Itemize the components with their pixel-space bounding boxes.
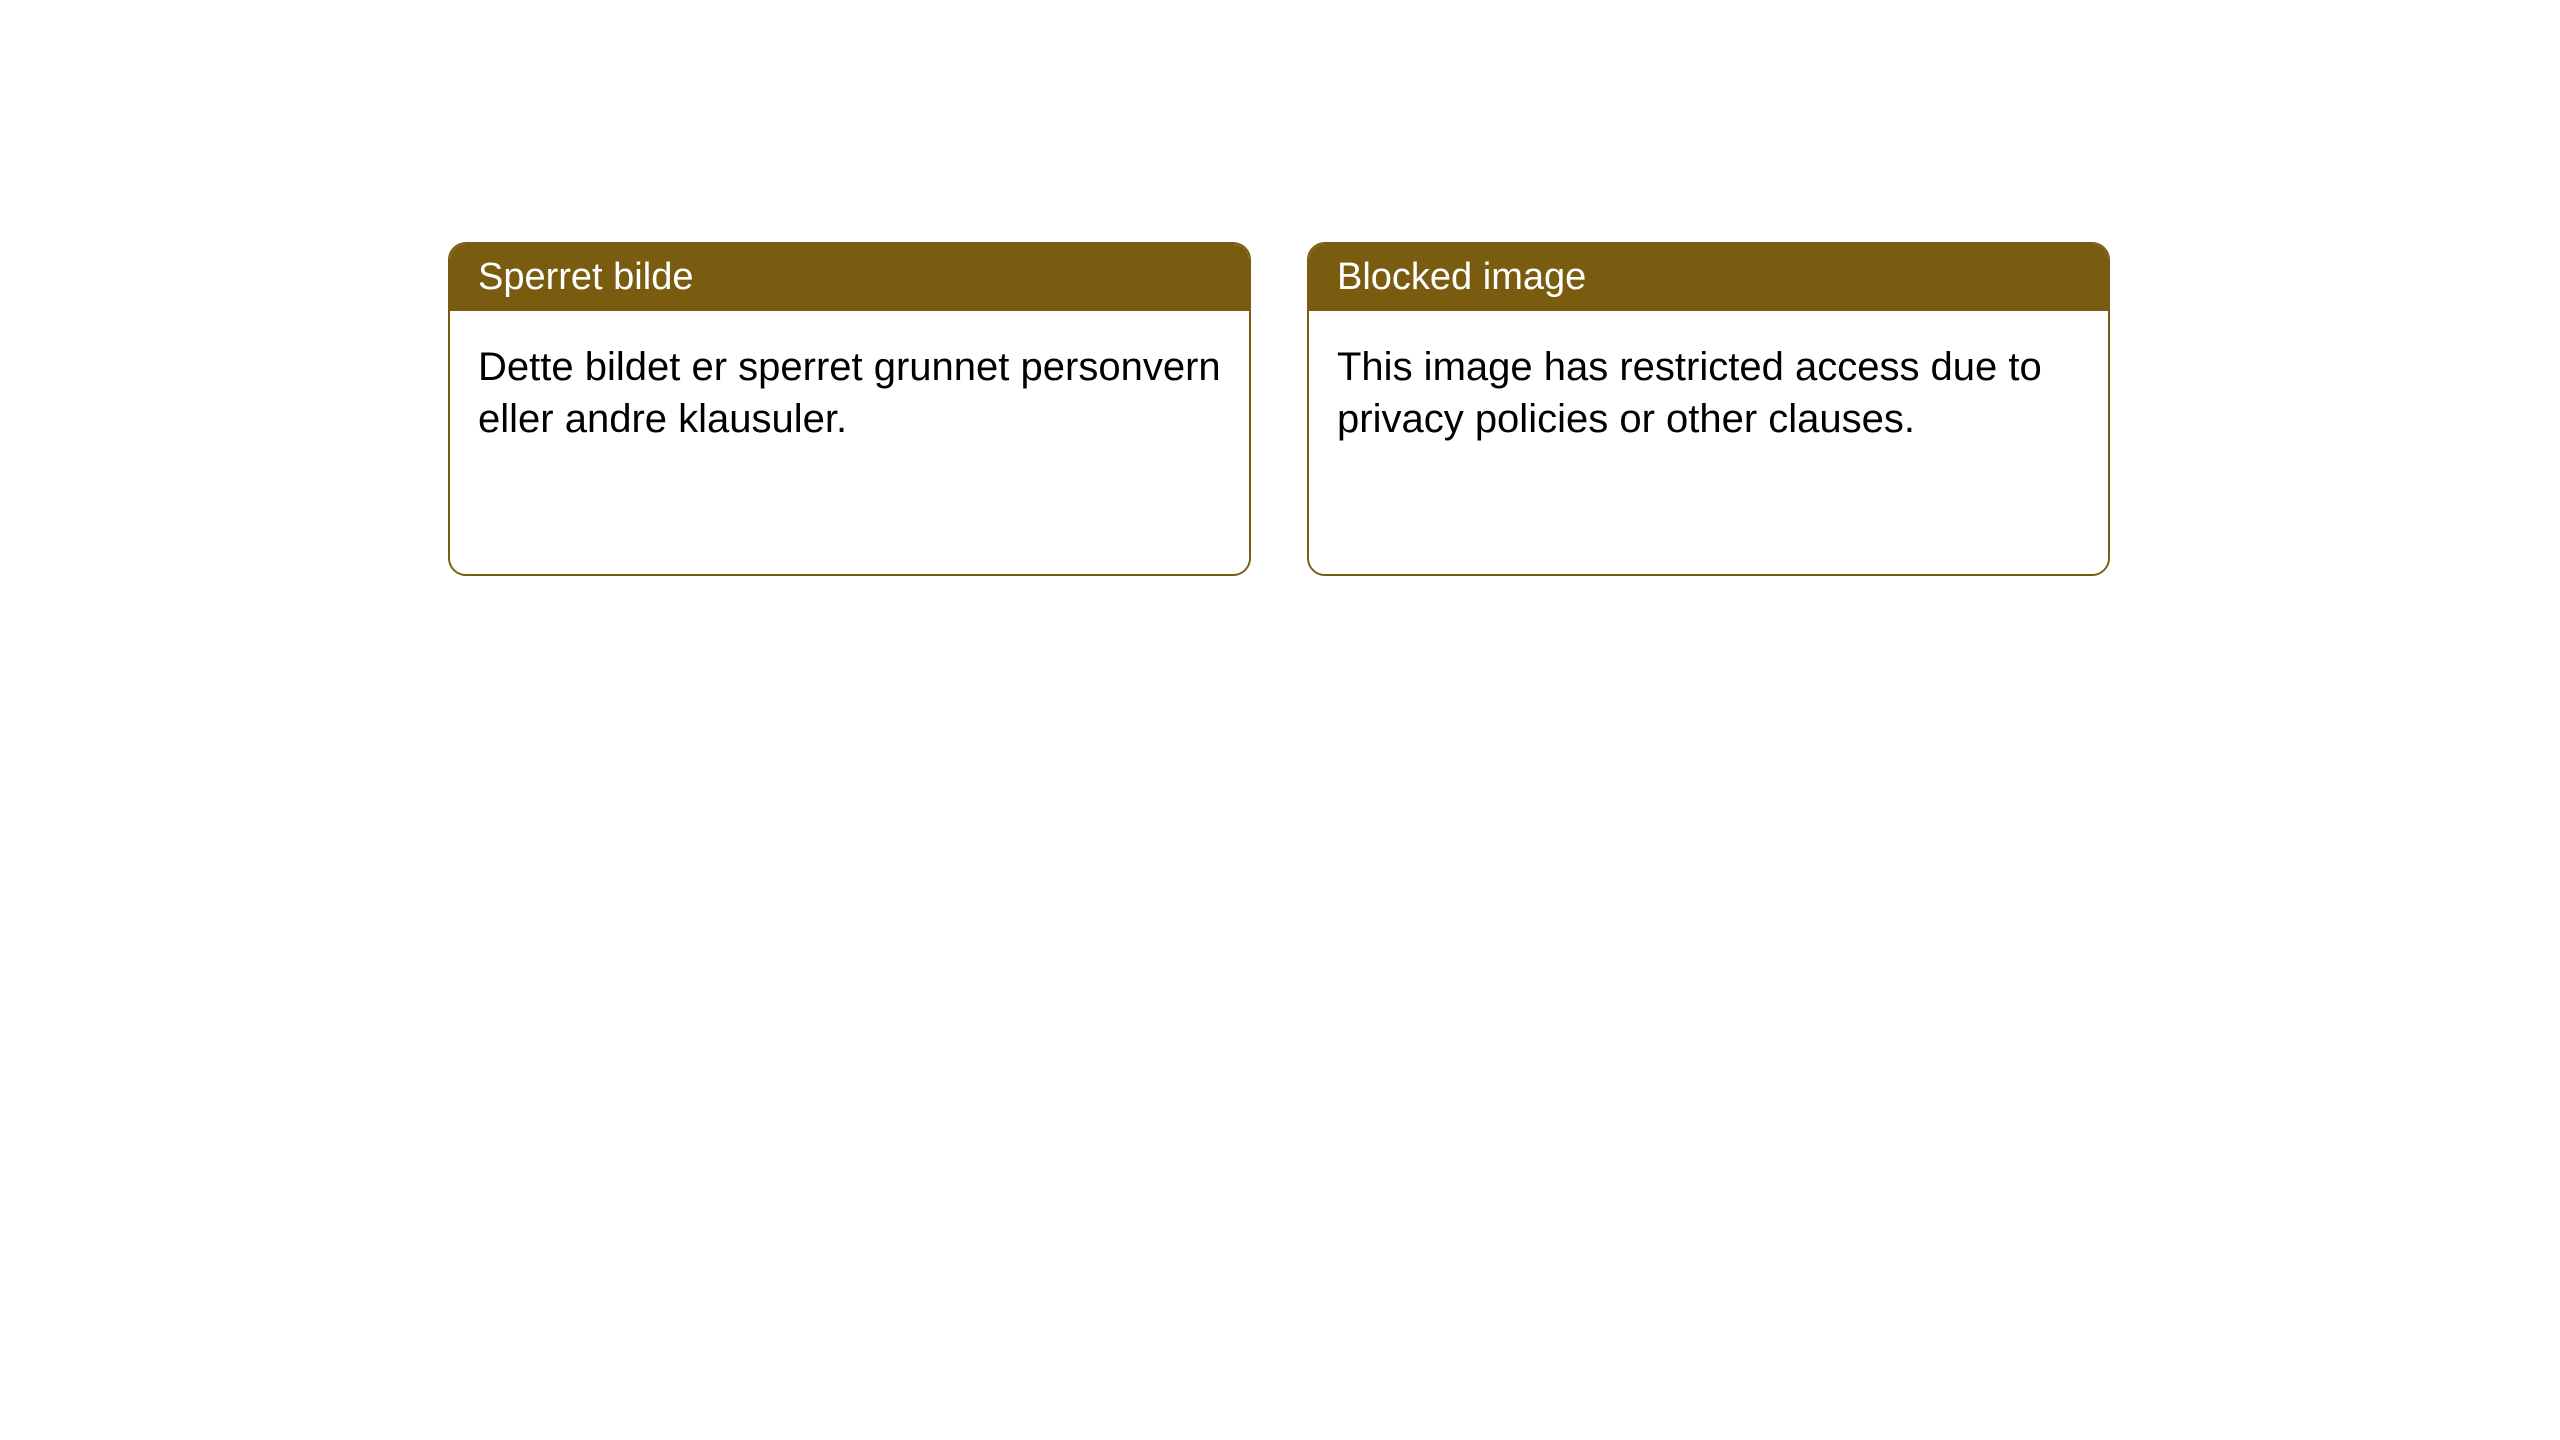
notice-title: Sperret bilde: [450, 244, 1249, 311]
notice-card-english: Blocked image This image has restricted …: [1307, 242, 2110, 576]
notice-container: Sperret bilde Dette bildet er sperret gr…: [0, 0, 2560, 576]
notice-body: Dette bildet er sperret grunnet personve…: [450, 311, 1249, 574]
notice-title: Blocked image: [1309, 244, 2108, 311]
notice-card-norwegian: Sperret bilde Dette bildet er sperret gr…: [448, 242, 1251, 576]
notice-body: This image has restricted access due to …: [1309, 311, 2108, 574]
